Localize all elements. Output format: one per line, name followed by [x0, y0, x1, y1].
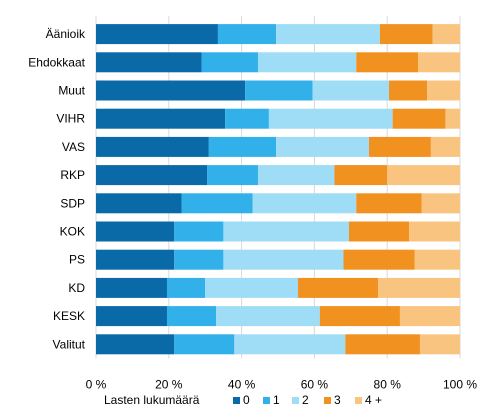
bar-segment: [174, 221, 224, 242]
bars: [96, 24, 460, 355]
bar-segment: [96, 334, 175, 355]
legend-swatch: [324, 397, 331, 404]
bar-segment: [445, 108, 460, 129]
bar-segment: [312, 80, 390, 101]
legend-swatch: [263, 397, 270, 404]
bar-segment: [430, 136, 460, 157]
bar-segment: [421, 193, 460, 214]
bar-segment: [207, 165, 258, 186]
bar-segment: [96, 136, 209, 157]
bar-segment: [389, 80, 428, 101]
bar-segment: [392, 108, 446, 129]
bar-segment: [276, 24, 380, 45]
legend-title: Lasten lukumäärä: [104, 393, 200, 407]
bar-segment: [96, 108, 226, 129]
bar-segment: [356, 193, 422, 214]
category-label: VIHR: [56, 112, 85, 126]
bar-segment: [419, 334, 460, 355]
bar-segment: [174, 334, 235, 355]
bar-segment: [96, 306, 167, 327]
bar-segment: [432, 24, 460, 45]
x-tick-label: 100 %: [443, 377, 477, 391]
legend-label: 0: [243, 393, 250, 407]
category-labels: Äänioik Ehdokkaat Muut VIHR VAS RKP SDP KOK PS KD…: [28, 27, 86, 351]
bar-segment: [217, 24, 277, 45]
bar-segment: [418, 52, 460, 73]
bar-segment: [166, 277, 206, 298]
bar-segment: [96, 249, 175, 270]
bar-segment: [223, 221, 349, 242]
x-tick-label: 20 %: [155, 377, 183, 391]
bar-segment: [234, 334, 346, 355]
category-label: KD: [68, 281, 85, 295]
bar-segment: [96, 80, 246, 101]
x-tick-label: 0 %: [86, 377, 107, 391]
category-label: VAS: [62, 140, 85, 154]
bar-segment: [223, 249, 344, 270]
category-label: RKP: [60, 168, 85, 182]
bar-segment: [369, 136, 431, 157]
bar-segment: [343, 249, 415, 270]
bar-segment: [334, 165, 388, 186]
bar-segment: [356, 52, 419, 73]
gridlines: [95, 16, 461, 359]
bar-segment: [345, 334, 420, 355]
bar-segment: [276, 136, 369, 157]
legend-swatch: [233, 397, 240, 404]
bar-segment: [205, 277, 299, 298]
bar-segment: [252, 193, 357, 214]
category-label: Valitut: [53, 337, 86, 351]
bar-segment: [298, 277, 379, 298]
category-label: PS: [69, 253, 85, 267]
x-tick-label: 60 %: [301, 377, 329, 391]
bar-segment: [268, 108, 393, 129]
bar-segment: [319, 306, 400, 327]
bar-segment: [208, 136, 277, 157]
category-label: Muut: [58, 84, 85, 98]
legend-swatch: [355, 397, 362, 404]
legend-swatch: [292, 397, 299, 404]
bar-segment: [96, 52, 202, 73]
category-label: Ehdokkaat: [28, 55, 85, 69]
legend-label: 1: [273, 393, 280, 407]
bar-segment: [96, 24, 218, 45]
bar-segment: [409, 221, 460, 242]
bar-segment: [201, 52, 258, 73]
bar-segment: [257, 52, 357, 73]
bar-segment: [225, 108, 269, 129]
bar-segment: [378, 277, 460, 298]
bar-segment: [96, 221, 175, 242]
x-axis-ticks: 0 % 20 % 40 % 60 % 80 % 100 %: [86, 377, 478, 391]
bar-segment: [257, 165, 335, 186]
bar-segment: [174, 249, 224, 270]
bar-segment: [387, 165, 460, 186]
bar-segment: [427, 80, 460, 101]
bar-segment: [181, 193, 253, 214]
legend-label: 4 +: [365, 393, 382, 407]
category-label: Äänioik: [46, 27, 86, 41]
bar-segment: [399, 306, 460, 327]
bar-segment: [166, 306, 217, 327]
bar-segment: [379, 24, 433, 45]
bar-segment: [414, 249, 460, 270]
legend: Lasten lukumäärä 0 1 2 3 4 +: [104, 393, 382, 407]
legend-label: 2: [302, 393, 309, 407]
bar-segment: [216, 306, 320, 327]
legend-label: 3: [334, 393, 341, 407]
bar-segment: [348, 221, 410, 242]
category-label: KESK: [53, 309, 85, 323]
category-label: KOK: [60, 225, 85, 239]
bar-segment: [96, 165, 208, 186]
x-tick-label: 80 %: [374, 377, 402, 391]
category-label: SDP: [60, 196, 85, 210]
bar-segment: [96, 277, 167, 298]
bar-segment: [245, 80, 313, 101]
x-tick-label: 40 %: [228, 377, 256, 391]
bar-segment: [96, 193, 182, 214]
